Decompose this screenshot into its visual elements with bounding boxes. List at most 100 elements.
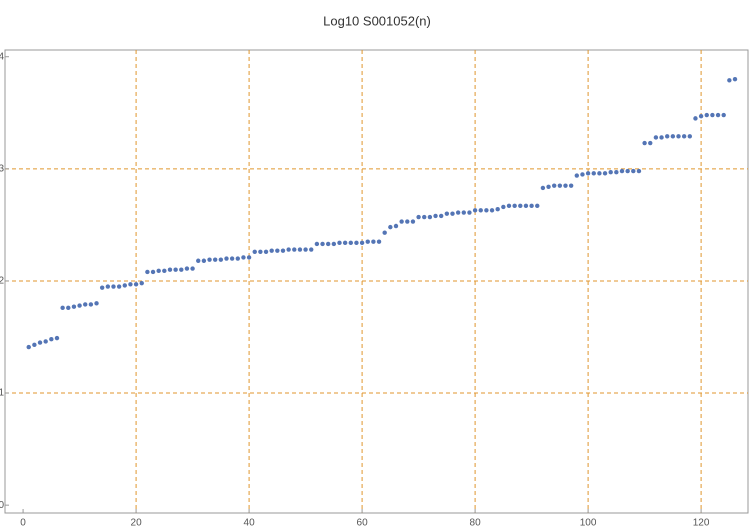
point [49, 337, 54, 342]
point [263, 249, 269, 254]
point [540, 185, 546, 191]
point [111, 284, 116, 289]
point [557, 183, 563, 188]
point [258, 249, 263, 254]
point [563, 183, 568, 188]
point [314, 241, 320, 247]
point [150, 269, 156, 275]
point [207, 257, 212, 262]
point [286, 247, 291, 252]
point [320, 241, 325, 247]
point [297, 247, 303, 252]
point [162, 268, 167, 274]
point [393, 223, 399, 229]
point [591, 171, 596, 176]
point [438, 213, 444, 219]
point [292, 247, 297, 252]
point [122, 283, 127, 288]
point [614, 169, 619, 175]
x-tick-label: 60 [357, 518, 369, 529]
point [698, 113, 704, 119]
point [427, 214, 433, 220]
point [608, 169, 613, 175]
plot-frame [4, 49, 749, 514]
point [235, 256, 240, 261]
point [60, 305, 65, 311]
point [128, 282, 133, 287]
point [455, 210, 461, 215]
y-tick-label: 4 [0, 51, 4, 62]
point [642, 140, 647, 146]
point [631, 168, 636, 174]
point [568, 183, 574, 188]
point [371, 239, 376, 244]
point [461, 210, 466, 215]
point [681, 134, 687, 139]
point [529, 203, 534, 209]
point [105, 284, 111, 289]
point [94, 301, 99, 306]
point [597, 171, 602, 176]
point [715, 112, 721, 118]
point [653, 135, 659, 140]
point [145, 269, 150, 275]
point [704, 112, 709, 118]
point [331, 241, 337, 247]
point [636, 168, 642, 174]
point [224, 256, 229, 261]
x-tick-label: 100 [580, 518, 597, 529]
point [625, 168, 630, 174]
point [201, 258, 207, 263]
point [88, 302, 94, 307]
point [444, 211, 450, 216]
point [472, 208, 478, 213]
point [325, 241, 331, 247]
point [551, 183, 557, 188]
point [184, 266, 190, 271]
point [388, 224, 393, 230]
point [687, 134, 693, 139]
point [337, 240, 342, 246]
point [43, 339, 48, 344]
point [348, 240, 353, 246]
point [518, 203, 523, 209]
point [246, 255, 252, 260]
point [405, 219, 410, 224]
point [269, 248, 274, 253]
point [535, 203, 540, 209]
y-tick-label: 1 [0, 388, 4, 399]
x-tick-label: 0 [20, 518, 26, 529]
point [133, 282, 139, 287]
point [580, 172, 585, 177]
point [450, 211, 455, 216]
point [619, 168, 625, 174]
point [139, 280, 144, 286]
point [523, 203, 529, 209]
point [501, 204, 506, 210]
point [365, 239, 370, 244]
point [422, 214, 427, 220]
point [99, 285, 105, 290]
point [710, 112, 715, 118]
point [585, 171, 591, 176]
point [467, 210, 472, 215]
point [410, 219, 416, 224]
point [506, 203, 512, 209]
point [196, 258, 201, 263]
x-tick-label: 40 [244, 518, 256, 529]
point [721, 112, 726, 118]
point [732, 76, 738, 82]
point [342, 240, 348, 246]
point [484, 208, 489, 213]
point [659, 135, 664, 140]
point [167, 267, 173, 272]
y-tick-label: 2 [0, 276, 4, 287]
point [416, 214, 421, 220]
point [670, 134, 676, 139]
point [218, 257, 224, 262]
point [229, 256, 235, 261]
point [173, 267, 178, 272]
point [83, 302, 88, 307]
point [546, 184, 551, 189]
